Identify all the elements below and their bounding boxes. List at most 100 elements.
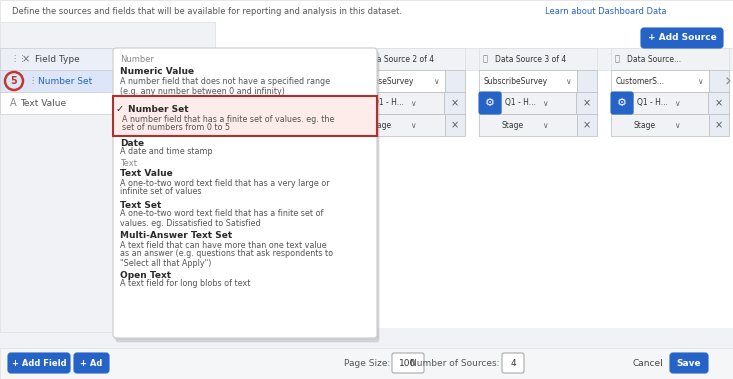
Text: PurchaseSurvey: PurchaseSurvey: [352, 77, 413, 86]
Text: ⚙: ⚙: [617, 98, 627, 108]
Text: 📋: 📋: [615, 55, 620, 64]
Text: ✓: ✓: [116, 104, 124, 114]
Text: Number Set: Number Set: [128, 105, 188, 113]
Text: ⋮: ⋮: [28, 77, 37, 86]
Text: Number Set: Number Set: [38, 77, 92, 86]
FancyBboxPatch shape: [392, 353, 424, 373]
Text: ×: ×: [451, 120, 459, 130]
Text: Stage: Stage: [369, 121, 391, 130]
Bar: [113, 96, 377, 136]
Bar: [313, 70, 333, 92]
Bar: [479, 70, 577, 92]
Text: ∨: ∨: [674, 99, 679, 108]
Text: ⚙: ⚙: [485, 98, 495, 108]
Text: Q1 - H...: Q1 - H...: [505, 99, 536, 108]
Bar: [479, 114, 577, 136]
Text: Numeric Value: Numeric Value: [120, 67, 194, 77]
Bar: [708, 92, 729, 114]
Text: Learn about Dashboard Data: Learn about Dashboard Data: [545, 6, 666, 16]
Text: Text Set: Text Set: [120, 200, 161, 210]
Text: Stage: Stage: [633, 121, 655, 130]
Text: ∨: ∨: [565, 77, 570, 86]
Text: ×: ×: [22, 54, 30, 64]
Text: Sur...: Sur...: [220, 77, 239, 86]
Text: Multi-Answer Text Set: Multi-Answer Text Set: [120, 232, 232, 241]
Text: Cancel: Cancel: [633, 359, 663, 368]
Text: + Add Source: + Add Source: [648, 33, 716, 42]
FancyBboxPatch shape: [502, 353, 524, 373]
Bar: [0, 22, 215, 332]
Text: ∨: ∨: [410, 121, 416, 130]
Bar: [444, 92, 465, 114]
Bar: [215, 48, 333, 70]
Text: infinite set of values: infinite set of values: [120, 188, 202, 196]
Text: Text: Text: [120, 158, 137, 168]
Text: Text Value: Text Value: [20, 99, 66, 108]
Text: A text field for long blobs of text: A text field for long blobs of text: [120, 279, 251, 288]
Text: SubscribeSurvey: SubscribeSurvey: [484, 77, 548, 86]
Text: Data Source 2 of 4: Data Source 2 of 4: [363, 55, 434, 64]
Text: Q1 - H...: Q1 - H...: [373, 99, 404, 108]
Text: + Add Field: + Add Field: [12, 359, 66, 368]
FancyBboxPatch shape: [116, 52, 379, 342]
Text: A: A: [10, 98, 17, 108]
Text: values. eg. Dissatisfied to Satisfied: values. eg. Dissatisfied to Satisfied: [120, 219, 261, 227]
Text: ◇: ◇: [195, 56, 200, 62]
Text: ⋮⋮: ⋮⋮: [10, 55, 26, 64]
Text: 5: 5: [10, 76, 18, 86]
Text: ∨: ∨: [542, 99, 548, 108]
Bar: [347, 70, 445, 92]
Bar: [576, 92, 597, 114]
Bar: [445, 114, 465, 136]
Bar: [347, 114, 445, 136]
Text: + Ad: + Ad: [80, 359, 102, 368]
Text: A number field that has a finite set of values. eg. the: A number field that has a finite set of …: [122, 116, 334, 124]
Text: 📋: 📋: [219, 55, 224, 64]
Text: Save: Save: [677, 359, 701, 368]
Bar: [313, 92, 333, 114]
FancyBboxPatch shape: [74, 353, 109, 373]
Text: ×: ×: [715, 98, 723, 108]
Text: Date: Date: [120, 138, 144, 147]
Text: ×: ×: [715, 120, 723, 130]
Text: A date and time stamp: A date and time stamp: [120, 147, 213, 157]
FancyBboxPatch shape: [115, 50, 378, 340]
Text: ⚙: ⚙: [353, 98, 363, 108]
Text: "Select all that Apply"): "Select all that Apply"): [120, 258, 211, 268]
Bar: [0, 92, 215, 114]
Text: Define the sources and fields that will be available for reporting and analysis : Define the sources and fields that will …: [12, 6, 402, 16]
Text: 📋: 📋: [483, 55, 488, 64]
Text: CustomerS...: CustomerS...: [616, 77, 665, 86]
Text: ∨: ∨: [697, 77, 703, 86]
Text: ×: ×: [583, 120, 591, 130]
FancyBboxPatch shape: [113, 48, 377, 338]
Bar: [347, 48, 465, 70]
Text: ∨: ∨: [674, 121, 679, 130]
Bar: [445, 70, 465, 92]
Bar: [369, 92, 444, 114]
Text: 4: 4: [510, 359, 516, 368]
Bar: [0, 22, 733, 327]
Bar: [709, 70, 729, 92]
Text: (e.g. any number between 0 and infinity): (e.g. any number between 0 and infinity): [120, 86, 285, 96]
Text: A one-to-two word text field that has a very large or: A one-to-two word text field that has a …: [120, 179, 330, 188]
Bar: [313, 114, 333, 136]
Bar: [0, 0, 733, 22]
Bar: [479, 48, 597, 70]
Text: A one-to-two word text field that has a finite set of: A one-to-two word text field that has a …: [120, 210, 323, 219]
Text: 100: 100: [399, 359, 416, 368]
Bar: [0, 348, 733, 379]
Bar: [501, 92, 576, 114]
Text: ∨: ∨: [410, 99, 416, 108]
Text: A number field that does not have a specified range: A number field that does not have a spec…: [120, 77, 330, 86]
Text: Open Text: Open Text: [120, 271, 171, 279]
Bar: [0, 70, 215, 92]
Bar: [611, 48, 729, 70]
Text: ∨: ∨: [542, 121, 548, 130]
Bar: [215, 92, 313, 114]
Bar: [0, 48, 733, 70]
Text: Number: Number: [120, 55, 154, 64]
Text: Page Size:: Page Size:: [344, 359, 390, 368]
Text: ×: ×: [319, 120, 327, 130]
Text: ∨: ∨: [261, 99, 267, 108]
